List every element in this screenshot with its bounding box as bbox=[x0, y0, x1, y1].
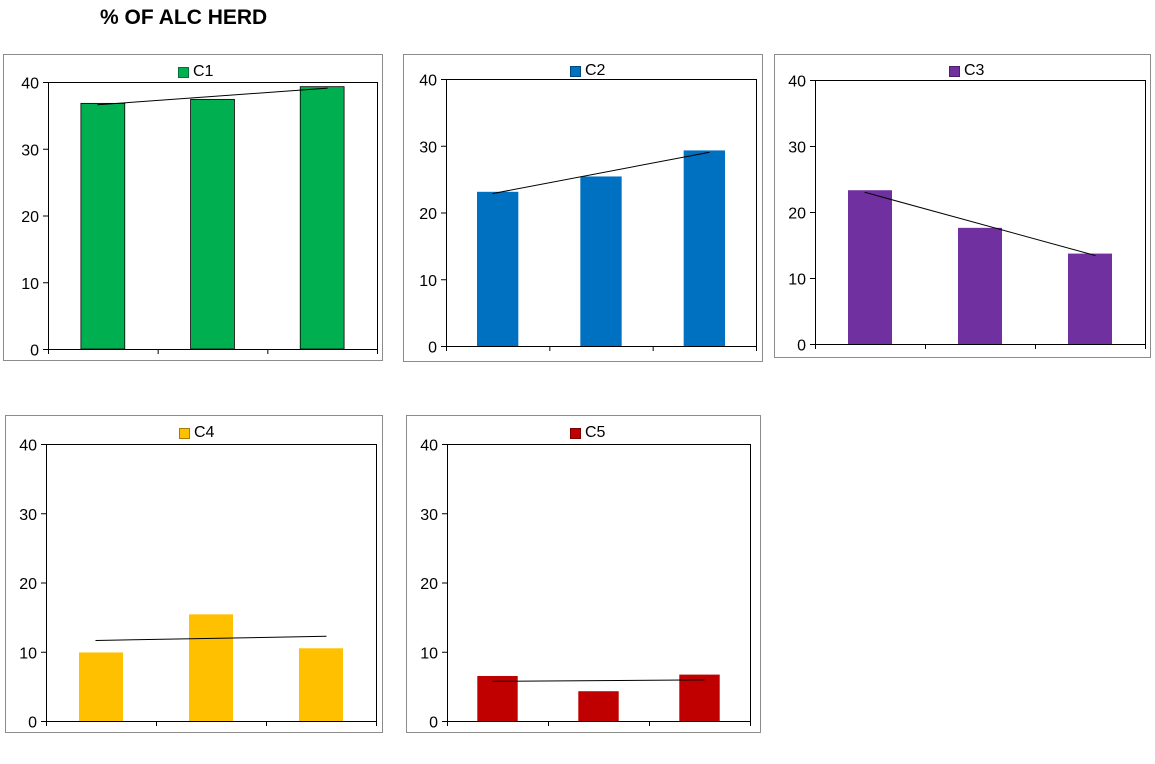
bar-2012 bbox=[477, 675, 518, 721]
bar-2012 bbox=[80, 102, 126, 350]
chart-c2: 010203040201220132014C2 bbox=[403, 54, 763, 362]
y-tick-label: 10 bbox=[788, 272, 806, 289]
legend-label: C5 bbox=[585, 424, 606, 441]
y-tick-label: 0 bbox=[429, 715, 438, 732]
y-tick-label: 10 bbox=[21, 276, 39, 293]
legend-swatch bbox=[178, 66, 189, 78]
bar-2014 bbox=[679, 674, 720, 721]
chart-c5: 010203040201220132014C5 bbox=[406, 415, 761, 733]
plot-area bbox=[46, 444, 377, 722]
page-title: % OF ALC HERD bbox=[100, 6, 268, 29]
plot-area bbox=[447, 444, 751, 722]
y-tick-label: 0 bbox=[797, 338, 806, 355]
y-tick-label: 30 bbox=[21, 142, 39, 159]
y-tick-label: 20 bbox=[21, 209, 39, 226]
y-tick-label: 30 bbox=[420, 507, 438, 524]
trendline bbox=[492, 679, 705, 682]
y-tick-label: 40 bbox=[420, 438, 438, 455]
bar-2012 bbox=[477, 191, 519, 346]
legend-swatch bbox=[570, 65, 581, 77]
chart-c4: 010203040201220132014C4 bbox=[5, 415, 383, 733]
chart-svg: 010203040201220132014 bbox=[788, 74, 1146, 355]
bar-2012 bbox=[79, 652, 123, 721]
y-tick-label: 10 bbox=[19, 645, 37, 662]
legend: C4 bbox=[179, 424, 214, 442]
y-tick-label: 40 bbox=[419, 73, 437, 90]
chart-svg: 010203040201220132014 bbox=[21, 76, 378, 360]
bar-2012 bbox=[848, 190, 892, 344]
legend: C5 bbox=[570, 424, 605, 442]
y-tick-label: 0 bbox=[28, 715, 37, 732]
y-tick-label: 40 bbox=[788, 74, 806, 91]
bar-2014 bbox=[1068, 253, 1112, 344]
bar-2014 bbox=[299, 86, 345, 350]
bar-2013 bbox=[190, 98, 235, 350]
bar-2013 bbox=[578, 691, 619, 721]
y-tick-label: 10 bbox=[420, 645, 438, 662]
plot-area bbox=[48, 82, 378, 350]
legend-swatch bbox=[570, 427, 581, 439]
y-tick-label: 20 bbox=[419, 206, 437, 223]
trendline bbox=[95, 635, 327, 641]
legend-swatch bbox=[949, 65, 960, 77]
chart-svg: 010203040201220132014 bbox=[420, 438, 751, 732]
legend-label: C4 bbox=[194, 424, 215, 441]
legend: C3 bbox=[949, 62, 984, 80]
y-tick-label: 40 bbox=[19, 438, 37, 455]
y-tick-label: 0 bbox=[428, 340, 437, 357]
legend-swatch bbox=[179, 427, 190, 439]
plot-area bbox=[815, 80, 1146, 345]
legend-label: C3 bbox=[964, 62, 985, 79]
y-tick-label: 40 bbox=[21, 76, 39, 93]
y-tick-label: 20 bbox=[420, 576, 438, 593]
legend-label: C1 bbox=[193, 63, 214, 80]
legend: C1 bbox=[178, 63, 213, 81]
bar-2013 bbox=[958, 227, 1002, 344]
y-tick-label: 30 bbox=[419, 139, 437, 156]
trendline bbox=[492, 151, 710, 195]
chart-c1: 010203040201220132014C1 bbox=[3, 54, 383, 361]
y-tick-label: 30 bbox=[19, 507, 37, 524]
legend-label: C2 bbox=[585, 62, 606, 79]
bar-2013 bbox=[580, 176, 622, 346]
y-tick-label: 20 bbox=[788, 206, 806, 223]
y-tick-label: 0 bbox=[30, 343, 39, 360]
chart-svg: 010203040201220132014 bbox=[19, 438, 377, 732]
plot-area bbox=[446, 79, 757, 347]
trendline bbox=[864, 191, 1096, 257]
legend: C2 bbox=[570, 62, 605, 80]
y-tick-label: 10 bbox=[419, 273, 437, 290]
y-tick-label: 20 bbox=[19, 576, 37, 593]
bar-2014 bbox=[683, 150, 725, 346]
chart-c3: 010203040201220132014C3 bbox=[774, 54, 1151, 358]
trendline bbox=[97, 87, 328, 106]
chart-svg: 010203040201220132014 bbox=[419, 73, 757, 357]
bar-2014 bbox=[299, 648, 343, 721]
y-tick-label: 30 bbox=[788, 140, 806, 157]
bar-2013 bbox=[189, 614, 233, 721]
